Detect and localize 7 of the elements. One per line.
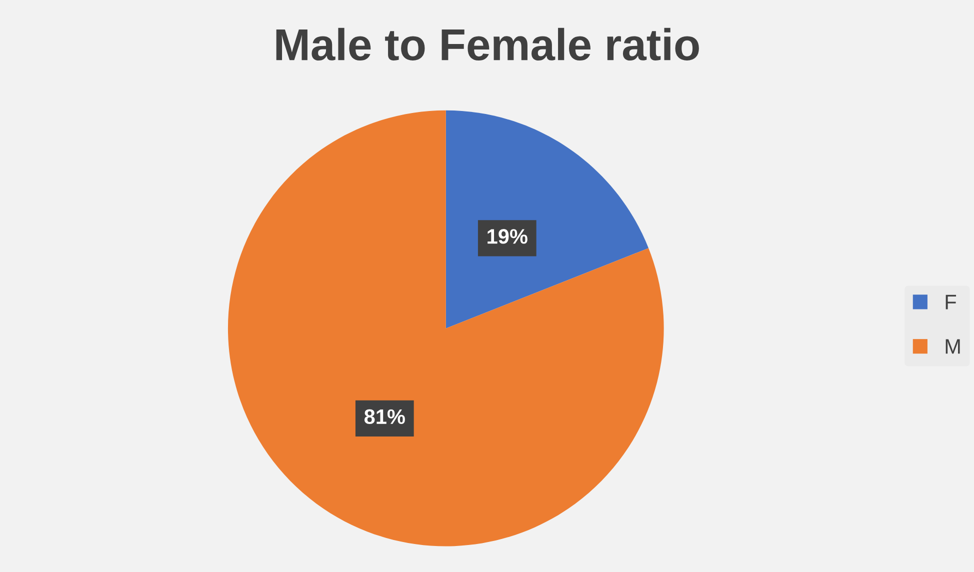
pie-slice bbox=[228, 110, 664, 546]
pie-slice bbox=[446, 110, 649, 328]
legend-label: M bbox=[946, 339, 960, 354]
legend-label: F bbox=[946, 294, 956, 310]
data-label: 19% bbox=[488, 229, 528, 244]
data-label: 81% bbox=[364, 409, 405, 424]
chart-title: Male to Female ratio bbox=[276, 28, 699, 61]
